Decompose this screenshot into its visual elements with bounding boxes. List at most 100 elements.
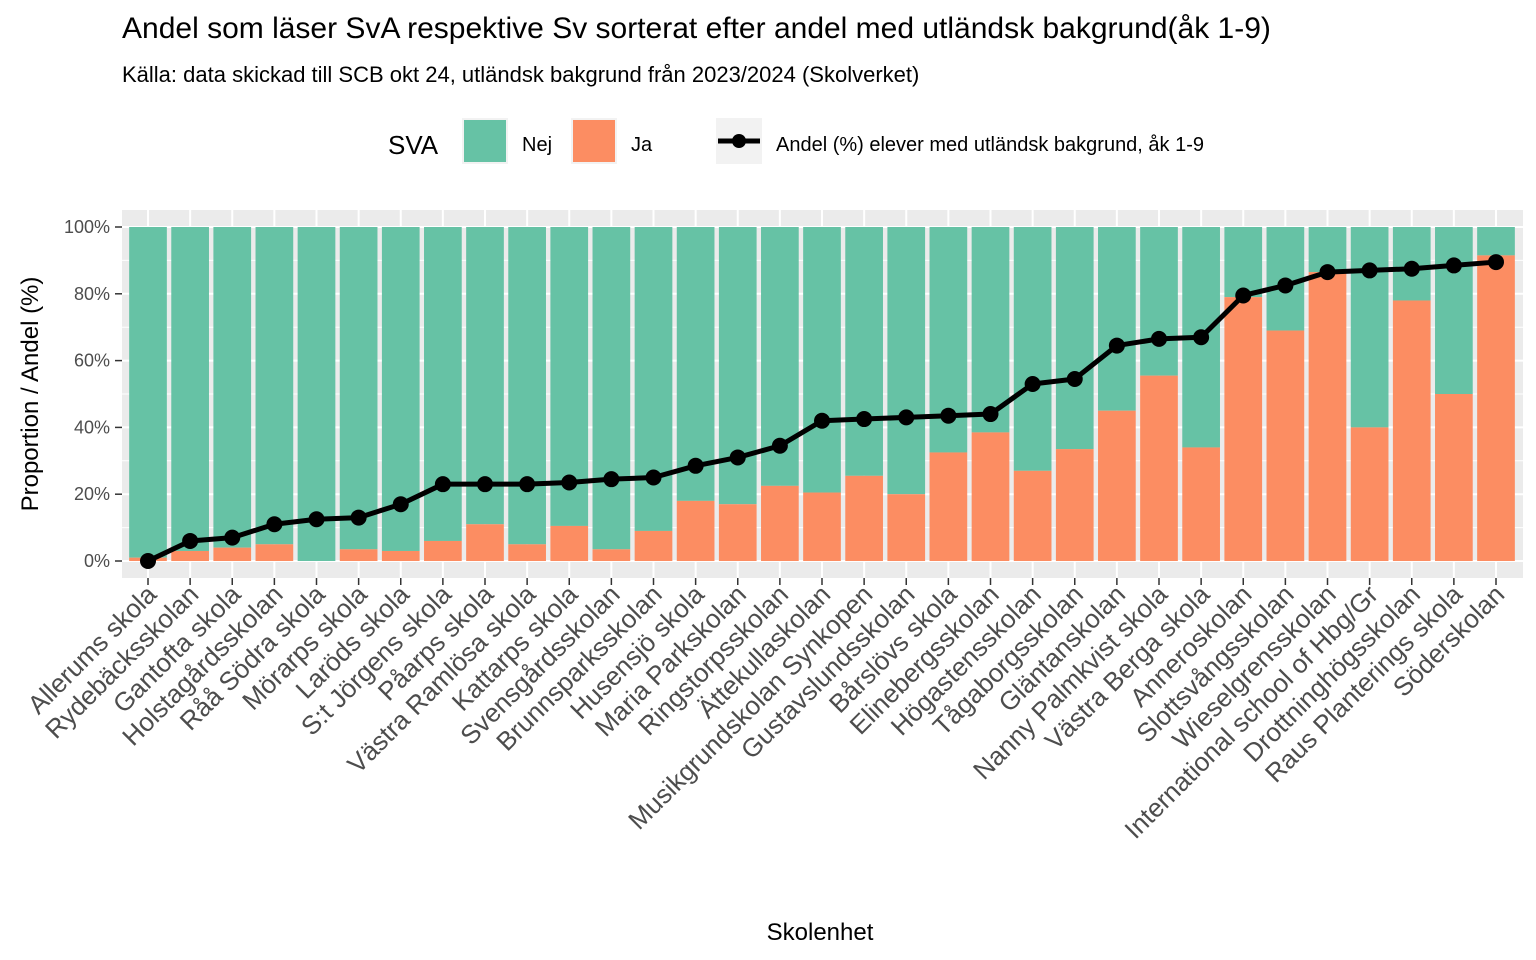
line-point-paarps-skola — [477, 476, 493, 493]
line-point-attekullaskolan — [814, 412, 830, 429]
bar-nej-s-t-jorgens-skola — [424, 227, 462, 541]
bar-nej-allerums-skola — [129, 227, 167, 558]
line-point-elinebergsskolan — [982, 406, 999, 423]
bar-nej-gantofta-skola — [213, 227, 252, 548]
bar-ja-paarps-skola — [466, 524, 504, 561]
bar-ja-rydebacksskolan — [171, 550, 209, 561]
bar-nej-paarps-skola — [466, 227, 504, 525]
line-point-anneroskolan — [1235, 287, 1252, 304]
bar-ja-maria-parkskolan — [718, 504, 757, 561]
line-point-slottsvangsskolan — [1277, 277, 1294, 294]
bar-nej-nanny-palmkvist-skola — [1140, 227, 1178, 376]
bar-ja-tagaborgsskolan — [1055, 449, 1094, 561]
line-series — [140, 254, 1504, 569]
line-point-gustavslundsskolan — [898, 409, 915, 426]
bar-ja-gantofta-skola — [213, 547, 252, 561]
line-point-kattarps-skola — [561, 474, 578, 491]
line-point-svensgardsskolan — [603, 471, 620, 488]
bar-nej-husensjo-skola — [676, 227, 715, 501]
line-point-brunnsparksskolan — [645, 469, 662, 486]
bar-ja-anneroskolan — [1224, 297, 1263, 561]
bar-ja-glantanskolan — [1098, 410, 1136, 561]
line-point-husensjo-skola — [687, 457, 704, 474]
bar-ja-hogastensskolan — [1013, 470, 1052, 561]
bar-nej-international-school-of-hbg-gr — [1350, 227, 1389, 428]
line-point-gantofta-skola — [224, 529, 241, 546]
bar-ja-vastra-ramlosa-skola — [508, 544, 546, 561]
line-point-musikgrundskolan-synkopen — [856, 411, 873, 428]
bar-nej-tagaborgsskolan — [1055, 227, 1094, 450]
y-axis: 0% 20% 40% 60% 80% 100% — [64, 217, 122, 571]
bar-nej-soderskolan — [1477, 227, 1515, 256]
line-point-wieselgrensskolan — [1319, 264, 1336, 281]
line-point-soderskolan — [1488, 254, 1504, 271]
y-tick-label: 0% — [84, 551, 110, 571]
y-tick-label: 40% — [74, 417, 110, 437]
bar-ja-morarps-skola — [339, 549, 378, 561]
bar-nej-hogastensskolan — [1013, 227, 1052, 471]
bar-ja-vastra-berga-skola — [1182, 447, 1220, 561]
line-point-allerums-skola — [140, 553, 156, 569]
line-point-ringstorpsskolan — [771, 437, 788, 454]
line-point-nanny-palmkvist-skola — [1151, 330, 1167, 347]
legend-title: SVA — [388, 130, 439, 160]
legend-swatch-ja — [573, 120, 615, 162]
bar-ja-husensjo-skola — [676, 500, 715, 561]
bar-nej-raus-planterings-skola — [1435, 227, 1473, 394]
line-point-tagaborgsskolan — [1066, 370, 1083, 387]
legend-swatch-nej — [464, 120, 506, 162]
line-point-international-school-of-hbg-gr — [1361, 262, 1378, 279]
bar-nej-vastra-ramlosa-skola — [508, 227, 546, 545]
line-point-hogastensskolan — [1024, 375, 1041, 392]
bar-nej-glantanskolan — [1098, 227, 1136, 411]
y-tick-label: 100% — [64, 217, 110, 237]
bar-ja-s-t-jorgens-skola — [424, 540, 462, 561]
line-point-morarps-skola — [350, 509, 367, 526]
line-point-vastra-ramlosa-skola — [519, 476, 536, 493]
line-point-raus-planterings-skola — [1445, 257, 1462, 274]
legend-label-line: Andel (%) elever med utländsk bakgrund, … — [776, 134, 1204, 156]
line-point-raa-sodra-skola — [308, 511, 325, 528]
bar-ja-wieselgrensskolan — [1308, 272, 1347, 561]
line-point-holstagardsskolan — [266, 516, 283, 533]
bar-nej-holstagardsskolan — [255, 227, 294, 545]
bar-ja-larods-skola — [381, 550, 420, 561]
bar-ja-musikgrundskolan-synkopen — [845, 475, 883, 561]
bars — [129, 227, 1515, 561]
bar-ja-ringstorpsskolan — [761, 485, 799, 561]
bar-nej-musikgrundskolan-synkopen — [845, 227, 883, 476]
bar-ja-international-school-of-hbg-gr — [1350, 427, 1389, 561]
y-tick-label: 20% — [74, 484, 110, 504]
bar-nej-elinebergsskolan — [971, 227, 1010, 433]
bar-ja-gustavslundsskolan — [887, 494, 926, 561]
bar-nej-svensgardsskolan — [592, 227, 631, 550]
line-point-larods-skola — [392, 496, 409, 513]
legend-label-ja: Ja — [631, 134, 653, 156]
bar-nej-raa-sodra-skola — [297, 227, 336, 561]
y-tick-label: 80% — [74, 284, 110, 304]
bar-nej-gustavslundsskolan — [887, 227, 926, 495]
chart-title: Andel som läser SvA respektive Sv sorter… — [122, 12, 1271, 45]
legend: SVA Nej Ja Andel (%) elever med utländsk… — [388, 118, 1204, 164]
bar-ja-nanny-palmkvist-skola — [1140, 375, 1178, 561]
line-point-drottninghogsskolan — [1403, 260, 1420, 277]
bar-ja-kattarps-skola — [550, 525, 589, 561]
bar-ja-barslovs-skola — [929, 452, 968, 561]
bar-ja-elinebergsskolan — [971, 432, 1010, 561]
bar-nej-morarps-skola — [339, 227, 378, 550]
chart-subtitle: Källa: data skickad till SCB okt 24, utl… — [122, 62, 920, 87]
x-axis-title: Skolenhet — [767, 919, 874, 946]
bar-nej-rydebacksskolan — [171, 227, 209, 551]
line-point-barslovs-skola — [940, 407, 957, 424]
line-point-vastra-berga-skola — [1193, 329, 1210, 346]
line-point-s-t-jorgens-skola — [434, 476, 451, 493]
legend-label-nej: Nej — [522, 134, 552, 156]
bar-ja-raus-planterings-skola — [1435, 394, 1473, 561]
bar-ja-drottninghogsskolan — [1392, 300, 1431, 561]
bar-ja-holstagardsskolan — [255, 544, 294, 561]
bar-ja-slottsvangsskolan — [1266, 330, 1305, 561]
bar-ja-brunnsparksskolan — [634, 530, 673, 561]
line-point-maria-parkskolan — [729, 449, 746, 466]
